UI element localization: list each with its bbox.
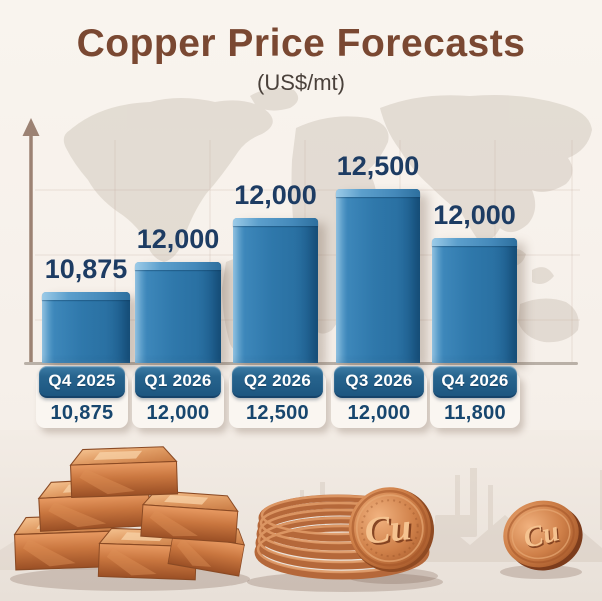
- table-value: 12,500: [246, 401, 309, 424]
- bar-value-label: 12,000: [136, 224, 220, 254]
- bar-value-label: 12,500: [336, 151, 420, 181]
- bar-q4-2025: [42, 292, 130, 363]
- bar-q2-2026: [233, 218, 318, 363]
- x-axis-baseline: [24, 362, 578, 365]
- bar-q4-2026: [432, 238, 517, 363]
- copper-coin-large: Cu Cu: [348, 487, 434, 572]
- copper-coin-small: Cu Cu: [503, 500, 583, 571]
- quarter-pill: Q1 2026: [135, 366, 221, 398]
- bar-chart: 10,875 12,000 12,000 12,500 12,000: [42, 151, 517, 363]
- table-value: 11,800: [444, 401, 506, 424]
- copper-decoration-scene: Cu Cu Cu Cu: [0, 430, 602, 601]
- quarter-pill: Q4 2025: [39, 366, 125, 398]
- bar-q3-2026: [336, 189, 420, 363]
- quarter-pill: Q4 2026: [433, 366, 517, 398]
- header: Copper Price Forecasts (US$/mt): [0, 0, 602, 96]
- table-value: 10,875: [50, 401, 114, 424]
- bar-value-label: 10,875: [44, 254, 128, 284]
- svg-text:Cu: Cu: [365, 508, 416, 555]
- svg-text:Cu: Cu: [363, 506, 414, 553]
- quarter-pill: Q3 2026: [334, 366, 424, 398]
- bar-value-label: 12,000: [433, 200, 516, 230]
- table-value: 12,000: [347, 401, 411, 424]
- quarter-value-table: Q4 2025 10,875 Q1 2026 12,000 Q2 2026 12,500 Q…: [36, 366, 520, 428]
- page-subtitle: (US$/mt): [257, 70, 345, 95]
- y-axis-arrow-icon: [22, 118, 40, 136]
- bar-value-label: 12,000: [234, 180, 317, 210]
- quarter-pill: Q2 2026: [232, 366, 323, 398]
- table-value: 12,000: [146, 401, 210, 424]
- y-axis: [22, 118, 40, 365]
- page-title: Copper Price Forecasts: [76, 22, 526, 65]
- bar-q1-2026: [135, 262, 221, 363]
